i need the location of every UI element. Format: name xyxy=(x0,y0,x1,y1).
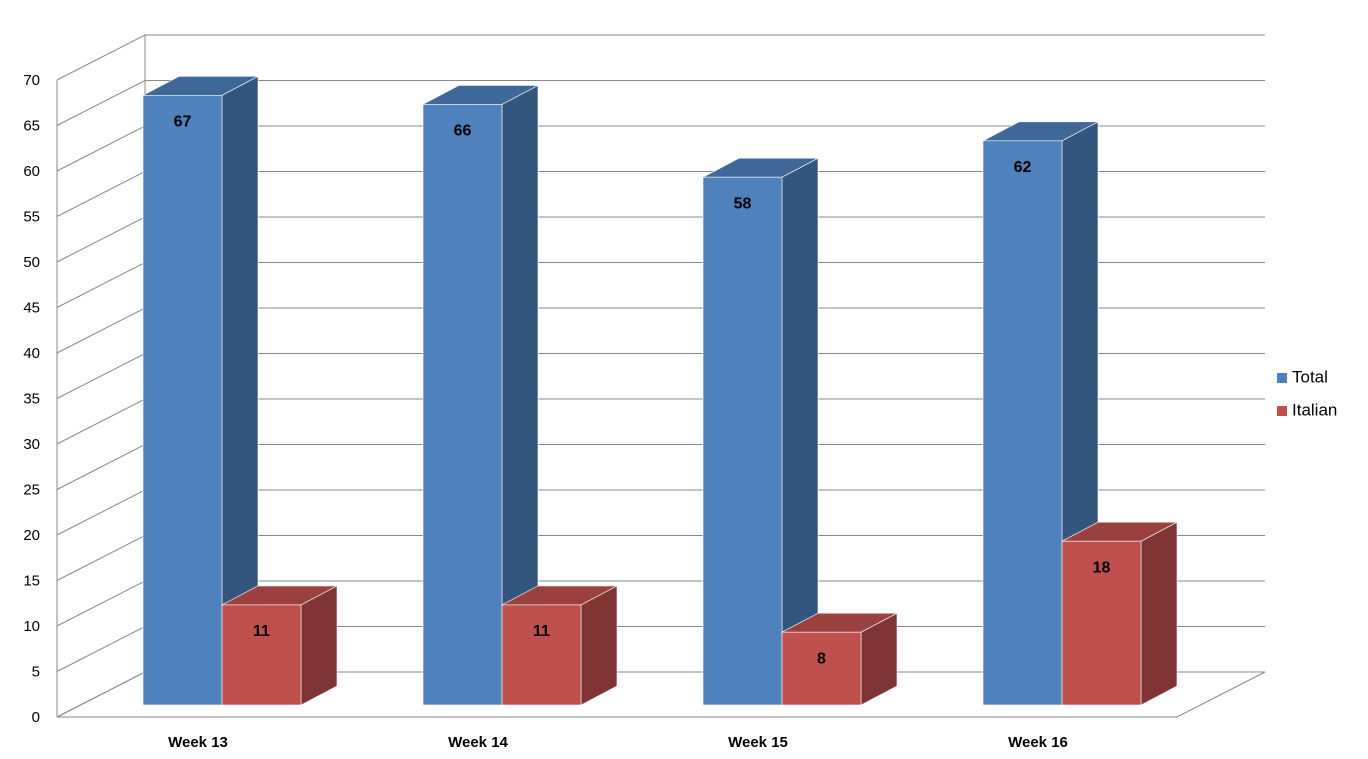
y-tick-label: 70 xyxy=(23,72,40,89)
data-label: 62 xyxy=(1014,159,1032,176)
bar xyxy=(781,631,862,706)
y-tick-label: 5 xyxy=(32,663,40,680)
y-tick-label: 35 xyxy=(23,390,40,407)
x-tick-label: Week 16 xyxy=(1008,734,1068,751)
legend-swatch xyxy=(1277,373,1287,383)
y-tick-label: 15 xyxy=(23,572,40,589)
y-tick-label: 50 xyxy=(23,254,40,271)
bar xyxy=(221,604,302,706)
data-label: 58 xyxy=(734,195,752,212)
bar xyxy=(1061,540,1142,706)
y-tick-label: 0 xyxy=(32,709,40,726)
y-tick-label: 20 xyxy=(23,527,40,544)
legend-swatch xyxy=(1277,406,1287,416)
x-tick-label: Week 15 xyxy=(728,734,788,751)
bar-side xyxy=(580,585,618,706)
bar-side xyxy=(1140,521,1178,706)
y-tick-label: 65 xyxy=(23,117,40,134)
legend-label: Total xyxy=(1292,367,1328,386)
data-label: 11 xyxy=(533,623,550,640)
bar xyxy=(702,176,783,706)
y-tick-label: 60 xyxy=(23,163,40,180)
x-tick-label: Week 13 xyxy=(168,734,228,751)
bar xyxy=(501,604,582,706)
y-tick-label: 40 xyxy=(23,345,40,362)
data-label: 18 xyxy=(1093,559,1111,576)
bar xyxy=(142,95,223,706)
data-label: 8 xyxy=(817,650,826,667)
y-tick-label: 10 xyxy=(23,618,40,635)
y-tick-label: 45 xyxy=(23,299,40,316)
data-label: 11 xyxy=(253,623,270,640)
legend-label: Italian xyxy=(1292,400,1337,419)
bar xyxy=(422,104,503,706)
y-tick-label: 25 xyxy=(23,481,40,498)
grid-line xyxy=(56,34,1265,81)
x-tick-label: Week 14 xyxy=(448,734,508,751)
bar-side xyxy=(300,585,338,706)
y-tick-label: 30 xyxy=(23,436,40,453)
data-label: 67 xyxy=(174,114,192,131)
bar xyxy=(982,140,1063,706)
y-tick-label: 55 xyxy=(23,208,40,225)
data-label: 66 xyxy=(454,123,472,140)
